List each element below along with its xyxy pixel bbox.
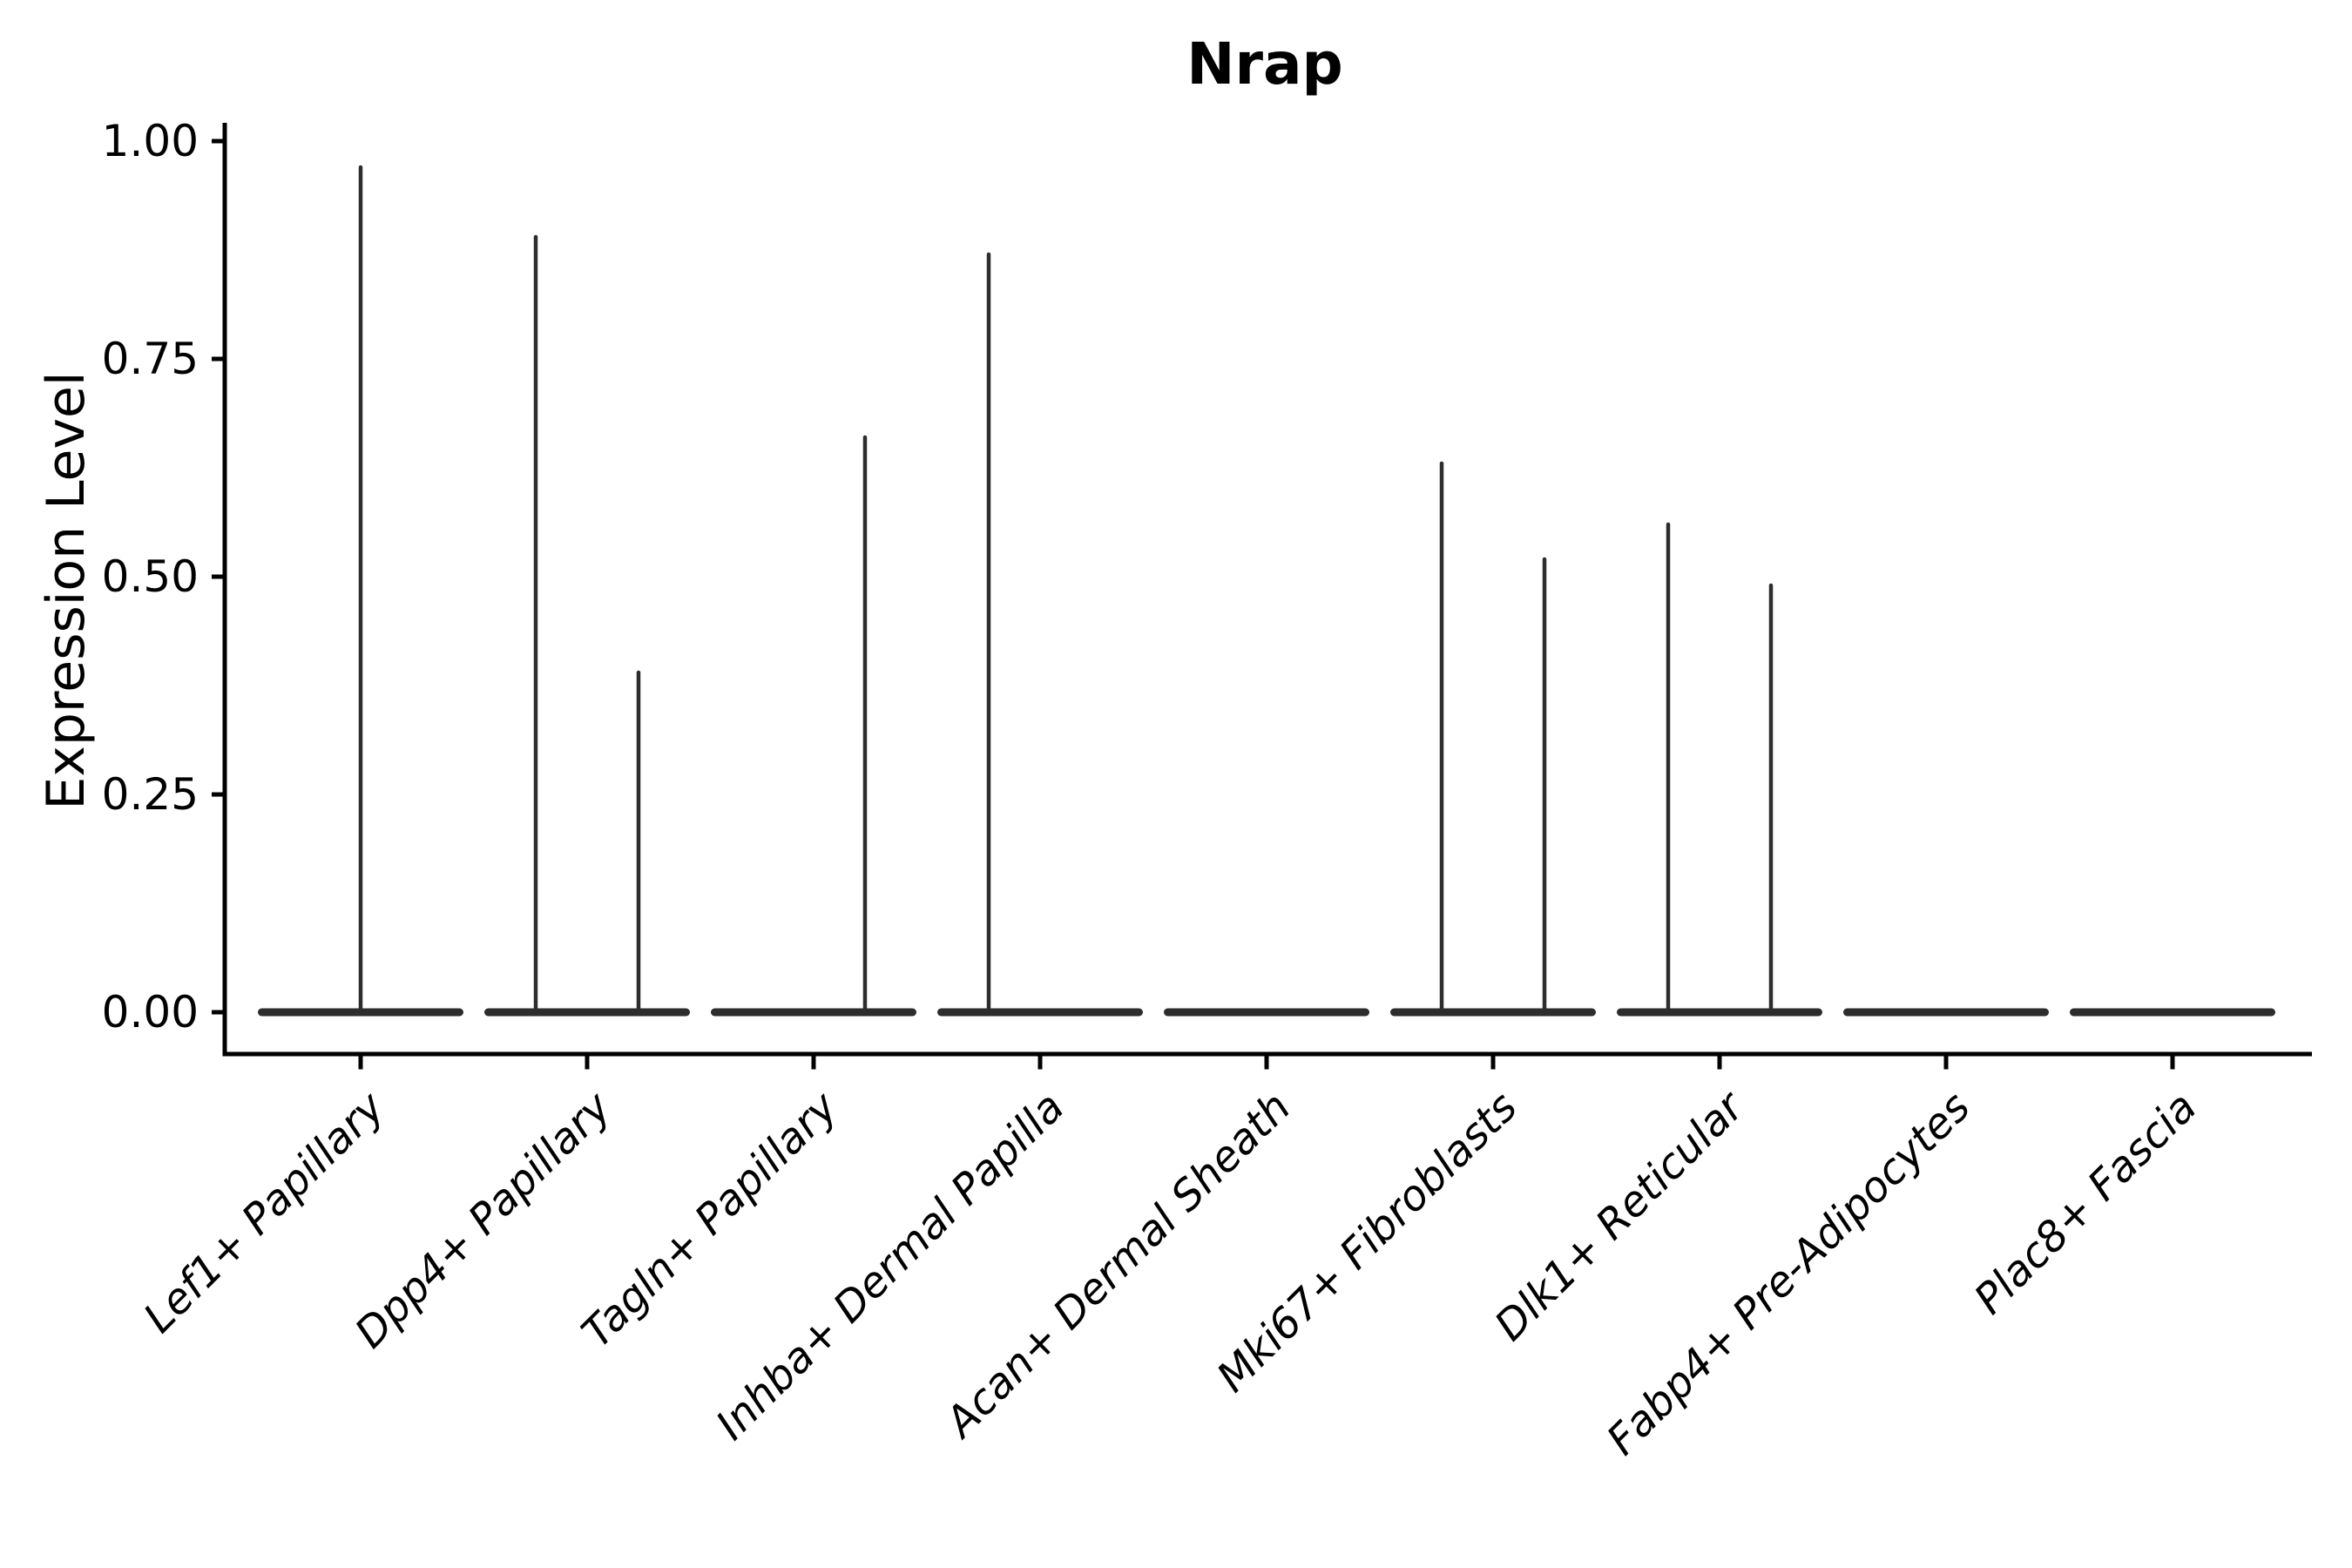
chart-title: Nrap <box>1186 30 1343 98</box>
x-category-label: Lef1+ Papillary <box>134 1082 395 1342</box>
y-tick-label: 0.50 <box>102 551 199 602</box>
violin-body <box>1617 1008 1822 1017</box>
x-category-label: Dlk1+ Reticular <box>1485 1081 1755 1351</box>
violin-body <box>937 1008 1143 1017</box>
violin-body <box>1164 1008 1369 1017</box>
x-category-label: Plac8+ Fascia <box>1965 1083 2207 1324</box>
violin-body <box>484 1008 690 1017</box>
violin-body <box>1390 1008 1596 1017</box>
violin-body <box>711 1008 916 1017</box>
x-category-label: Fabp4+ Pre-Adipocytes <box>1598 1083 1980 1465</box>
violin-body <box>1843 1008 2049 1017</box>
y-tick-label: 1.00 <box>102 116 199 166</box>
violin-body <box>2070 1008 2275 1017</box>
y-tick-label: 0.25 <box>102 769 199 820</box>
y-tick-label: 0.00 <box>102 987 199 1037</box>
y-tick-label: 0.75 <box>102 334 199 384</box>
